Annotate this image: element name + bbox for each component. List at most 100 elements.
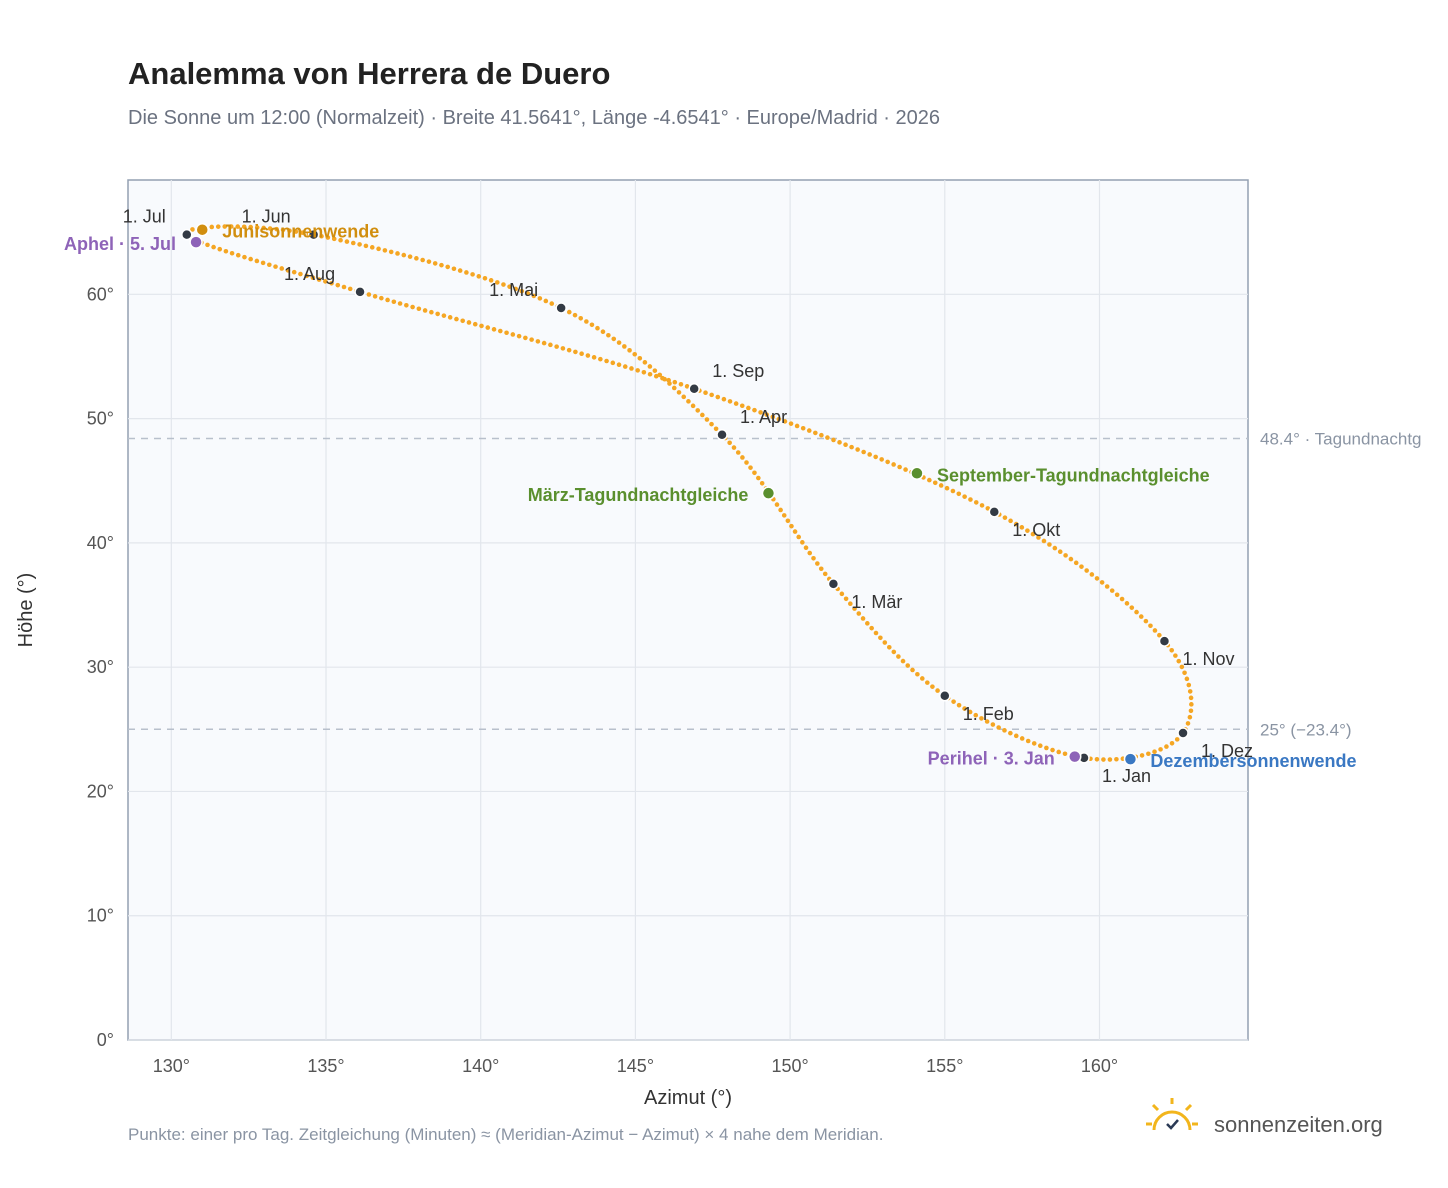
y-tick-label: 30°: [87, 657, 114, 677]
daily-point: [300, 230, 305, 235]
daily-point: [470, 272, 475, 277]
month-point: [716, 429, 728, 441]
month-label: 1. Feb: [963, 704, 1014, 724]
daily-point: [740, 455, 745, 460]
daily-point: [1025, 528, 1030, 533]
daily-point: [416, 306, 422, 312]
daily-point: [347, 286, 353, 292]
daily-point: [1114, 756, 1119, 762]
daily-point: [338, 237, 343, 243]
month-label: 1. Mai: [489, 280, 538, 300]
daily-point: [920, 676, 925, 681]
daily-point: [1101, 757, 1106, 762]
event-point: [761, 486, 776, 500]
daily-point: [616, 362, 622, 367]
daily-point: [903, 467, 908, 472]
daily-point: [950, 488, 956, 494]
daily-point: [285, 268, 291, 273]
daily-point: [439, 262, 444, 268]
daily-point: [606, 332, 611, 338]
daily-point: [794, 423, 800, 429]
x-axis-label: Azimut (°): [644, 1087, 732, 1109]
daily-point: [529, 337, 534, 342]
month-point: [688, 383, 700, 395]
y-axis-label: Höhe (°): [15, 573, 37, 648]
daily-point: [1179, 664, 1185, 670]
daily-point: [293, 229, 299, 234]
daily-point: [873, 630, 879, 636]
month-label: 1. Jul: [123, 207, 166, 227]
daily-point: [357, 242, 362, 247]
daily-point: [531, 293, 537, 299]
daily-point: [1146, 751, 1151, 757]
daily-point: [454, 316, 459, 322]
daily-point: [956, 491, 962, 497]
daily-point: [205, 242, 210, 248]
daily-point: [298, 271, 303, 277]
y-tick-label: 10°: [87, 906, 114, 926]
daily-point: [843, 442, 848, 448]
daily-point: [319, 233, 324, 239]
daily-point: [1129, 605, 1135, 610]
daily-point: [891, 462, 896, 467]
daily-point: [344, 239, 350, 244]
daily-point: [1174, 737, 1180, 742]
daily-point: [217, 246, 223, 252]
event-point: [1067, 749, 1082, 764]
daily-point: [525, 291, 531, 296]
daily-point: [1187, 689, 1193, 694]
daily-point: [927, 477, 932, 483]
daily-point: [1047, 542, 1052, 547]
daily-point: [543, 298, 549, 304]
daily-point: [800, 425, 806, 431]
daily-point: [652, 368, 658, 373]
daily-point: [279, 266, 285, 271]
daily-point: [822, 571, 828, 577]
daily-point: [703, 390, 708, 396]
reference-lines: 48.4° · Tagundnachtg 25° (−23.4°): [128, 429, 1422, 739]
daily-point: [785, 518, 791, 524]
grid-lines: [128, 180, 1248, 1041]
daily-point: [385, 297, 390, 303]
daily-point: [1143, 618, 1149, 624]
daily-point: [896, 654, 901, 659]
daily-point: [1094, 576, 1100, 581]
daily-point: [372, 294, 378, 299]
daily-point: [885, 459, 890, 465]
daily-point: [1002, 515, 1008, 520]
daily-point: [460, 318, 466, 324]
daily-point: [984, 719, 990, 724]
daily-point: [758, 410, 763, 415]
daily-point: [815, 561, 820, 566]
daily-point: [806, 428, 812, 433]
daily-point: [1025, 738, 1031, 744]
daily-point: [535, 339, 541, 344]
daily-point: [1050, 747, 1055, 753]
daily-point: [242, 254, 247, 260]
daily-point: [672, 379, 678, 385]
daily-point: [504, 330, 509, 336]
daily-point: [860, 616, 866, 621]
daily-point: [1152, 749, 1157, 755]
daily-point: [479, 323, 484, 329]
daily-point: [865, 621, 870, 626]
event-label: September-Tagundnachtgleiche: [937, 465, 1210, 485]
daily-point: [584, 319, 589, 324]
daily-point: [873, 454, 878, 460]
daily-point: [848, 601, 853, 607]
daily-point: [464, 270, 469, 275]
event-label: März-Tagundnachtgleiche: [528, 485, 749, 505]
daily-point: [1107, 757, 1113, 762]
daily-point: [925, 680, 930, 685]
daily-point: [915, 671, 920, 677]
daily-point: [843, 596, 849, 602]
daily-point: [733, 401, 739, 406]
daily-point: [1124, 601, 1130, 606]
daily-point: [1062, 751, 1068, 757]
event-label: Junisonnenwende: [222, 222, 379, 242]
daily-point: [1044, 745, 1049, 751]
daily-point: [414, 256, 419, 261]
daily-point: [731, 445, 737, 450]
daily-point: [254, 225, 260, 230]
daily-point: [510, 332, 516, 337]
